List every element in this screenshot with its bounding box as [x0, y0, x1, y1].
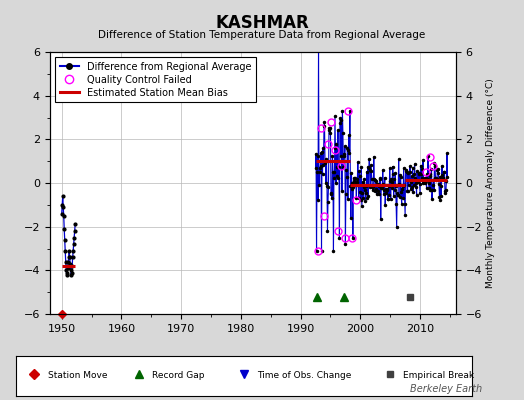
- Legend: Difference from Regional Average, Quality Control Failed, Estimated Station Mean: Difference from Regional Average, Qualit…: [54, 57, 256, 102]
- Text: Time of Obs. Change: Time of Obs. Change: [257, 371, 352, 380]
- Text: Difference of Station Temperature Data from Regional Average: Difference of Station Temperature Data f…: [99, 30, 425, 40]
- Y-axis label: Monthly Temperature Anomaly Difference (°C): Monthly Temperature Anomaly Difference (…: [486, 78, 495, 288]
- Text: Station Move: Station Move: [48, 371, 107, 380]
- Text: Record Gap: Record Gap: [152, 371, 205, 380]
- Text: Berkeley Earth: Berkeley Earth: [410, 384, 482, 394]
- Text: KASHMAR: KASHMAR: [215, 14, 309, 32]
- Text: Empirical Break: Empirical Break: [403, 371, 474, 380]
